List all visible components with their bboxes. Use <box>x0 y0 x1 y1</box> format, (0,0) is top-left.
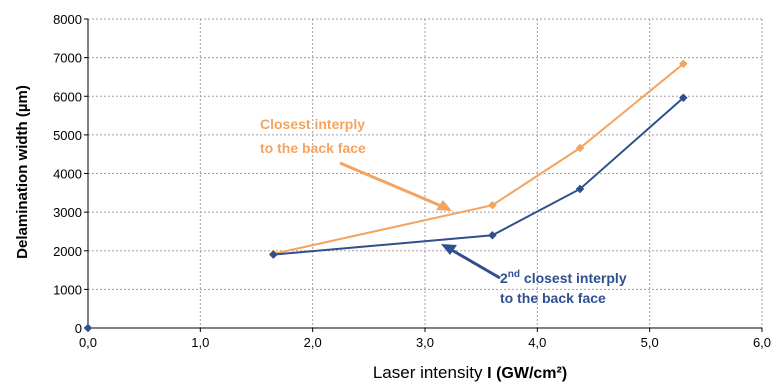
annotation-second-arrow <box>449 247 501 280</box>
annotation-second-arrowhead <box>441 244 457 255</box>
x-tick-label: 4,0 <box>528 335 546 350</box>
x-tick-label: 6,0 <box>753 335 771 350</box>
series-1-marker <box>575 184 585 194</box>
y-tick-label: 4000 <box>53 167 82 182</box>
y-tick-label: 1000 <box>53 282 82 297</box>
annotation-second-line2: to the back face <box>500 290 606 306</box>
x-tick-label: 1,0 <box>191 335 209 350</box>
y-axis-label: Delamination width (µm) <box>14 85 31 259</box>
x-axis-label-prefix: Laser intensity <box>373 363 487 382</box>
x-tick-labels: 0,0 1,0 2,0 3,0 4,0 5,0 6,0 <box>79 335 771 350</box>
y-tick-label: 8000 <box>53 12 82 27</box>
annotation-closest-arrowhead <box>436 200 452 211</box>
y-tick-label: 0 <box>75 321 82 336</box>
series-1-marker <box>488 230 497 240</box>
x-tick-label: 5,0 <box>641 335 659 350</box>
x-tick-label: 0,0 <box>79 335 97 350</box>
annotation-second-rest: closest interply <box>520 270 627 286</box>
series-1-marker <box>679 93 688 103</box>
x-axis-label-unit: I (GW/cm²) <box>487 365 567 382</box>
x-tick-label: 3,0 <box>416 335 434 350</box>
series-0-marker <box>679 59 688 69</box>
annotation-second-sup: nd <box>508 269 520 280</box>
annotation-closest-line1: Closest interply <box>260 116 365 132</box>
series-1-marker <box>83 323 93 333</box>
series-line-0 <box>273 63 684 255</box>
series-line-1 <box>273 97 685 256</box>
y-tick-label: 5000 <box>53 128 82 143</box>
grid <box>88 18 763 328</box>
y-tick-label: 2000 <box>53 244 82 259</box>
series-0-marker <box>575 143 585 153</box>
y-tick-label: 6000 <box>53 89 82 104</box>
annotation-second-line1: 2nd closest interply <box>500 269 627 286</box>
series-1-marker <box>268 250 278 259</box>
y-tick-labels: 0 1000 2000 3000 4000 5000 6000 7000 8000 <box>53 12 82 336</box>
annotation-closest-line2: to the back face <box>260 140 366 156</box>
axes <box>84 18 763 332</box>
annotation-closest-arrow <box>339 161 447 210</box>
series <box>83 59 688 333</box>
series-0-marker <box>488 200 497 210</box>
y-tick-label: 3000 <box>53 205 82 220</box>
x-tick-label: 2,0 <box>304 335 322 350</box>
x-axis-label: Laser intensity I (GW/cm²) <box>373 363 567 382</box>
annotation-second-number: 2 <box>500 270 508 286</box>
y-tick-label: 7000 <box>53 51 82 66</box>
